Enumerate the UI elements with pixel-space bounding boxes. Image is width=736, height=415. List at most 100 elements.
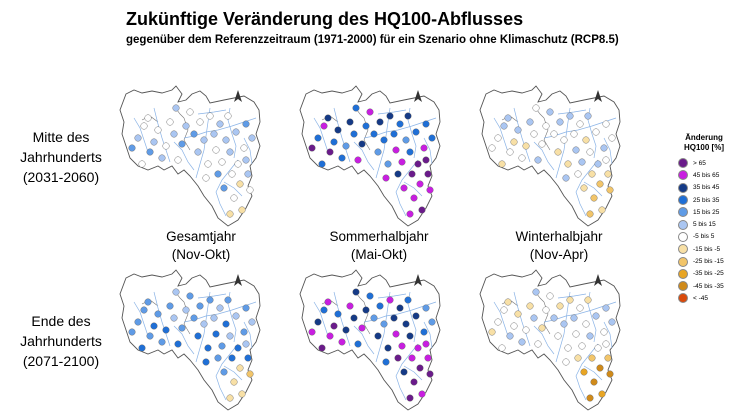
gauge-station-marker (366, 292, 374, 300)
gauge-station-marker (420, 144, 428, 152)
gauge-station-marker (602, 340, 610, 348)
gauge-station-marker (224, 296, 232, 304)
page-title: Zukünftige Veränderung des HQ100-Abfluss… (126, 9, 524, 29)
gauge-station-marker (538, 324, 546, 332)
gauge-station-marker (586, 148, 594, 156)
gauge-station-marker (182, 306, 190, 314)
gauge-station-marker (428, 134, 436, 142)
legend-item: 25 bis 35 (672, 194, 736, 206)
legend-item: 15 bis 25 (672, 206, 736, 218)
legend-label: 5 bis 15 (693, 221, 716, 229)
gauge-station-marker (338, 154, 346, 162)
gauge-station-marker (154, 126, 162, 134)
gauge-station-marker (358, 140, 366, 148)
river-line (493, 301, 509, 337)
gauge-station-marker (202, 174, 210, 182)
gauge-station-marker (232, 128, 240, 136)
legend-label: -45 bis -35 (693, 282, 724, 290)
gauge-station-marker (588, 354, 596, 362)
gauge-station-marker (602, 156, 610, 164)
map-mid-century-winter (479, 85, 621, 227)
legend-item: -25 bis -15 (672, 255, 736, 267)
river-line (377, 109, 407, 115)
legend-item: 35 bis 45 (672, 182, 736, 194)
gauge-station-marker (550, 130, 558, 138)
legend-label: < -45 (693, 294, 708, 302)
gauge-station-marker (570, 314, 578, 322)
gauge-station-marker (556, 118, 564, 126)
gauge-station-marker (390, 130, 398, 138)
gauge-station-marker (566, 112, 574, 120)
legend-swatch (678, 244, 688, 255)
north-arrow-icon (234, 274, 242, 286)
legend-item: -15 bis -5 (672, 243, 736, 255)
gauge-station-marker (150, 322, 158, 330)
gauge-station-marker (326, 332, 334, 340)
gauge-station-marker (238, 206, 246, 214)
gauge-station-marker (600, 144, 608, 152)
gauge-station-marker (352, 288, 360, 296)
gauge-station-marker (244, 170, 252, 178)
map-end-century-summer (299, 269, 441, 411)
gauge-station-marker (500, 306, 508, 314)
river-line (353, 141, 375, 171)
gauge-station-marker (592, 312, 600, 320)
gauge-station-marker (226, 332, 234, 340)
gauge-station-marker (580, 184, 588, 192)
gauge-station-marker (352, 104, 360, 112)
gauge-station-marker (404, 112, 412, 120)
gauge-station-marker (574, 354, 582, 362)
gauge-station-marker (210, 130, 218, 138)
gauge-station-marker (214, 354, 222, 362)
legend-label: -15 bis -5 (693, 245, 721, 253)
gauge-station-marker (504, 298, 512, 306)
gauge-station-marker (374, 148, 382, 156)
gauge-station-marker (598, 206, 606, 214)
gauge-station-marker (608, 318, 616, 326)
gauge-station-marker (240, 144, 248, 152)
legend-items: > 65 45 bis 65 35 bis 45 25 bis 35 15 bis 25… (672, 157, 736, 305)
gauge-station-marker (408, 354, 416, 362)
gauge-station-marker (326, 148, 334, 156)
legend-swatch (678, 195, 688, 206)
gauge-station-marker (418, 206, 426, 214)
gauge-station-marker (382, 358, 390, 366)
legend-swatch (678, 219, 688, 230)
gauge-station-marker (196, 118, 204, 126)
gauge-station-marker (334, 310, 342, 318)
gauge-station-marker (182, 122, 190, 130)
river-line (133, 301, 149, 337)
gauge-station-marker (370, 314, 378, 322)
gauge-station-marker (560, 136, 568, 144)
river-line (243, 137, 253, 165)
gauge-station-marker (416, 364, 424, 372)
gauge-station-marker (576, 120, 584, 128)
gauge-station-marker (200, 320, 208, 328)
gauge-station-marker (196, 302, 204, 310)
gauge-station-marker (190, 314, 198, 322)
gauge-station-marker (500, 122, 508, 130)
gauge-station-marker (350, 130, 358, 138)
state-outline (479, 85, 621, 227)
column-label-winter: Winterhalbjahr (Nov-Apr) (515, 229, 603, 262)
gauge-station-marker (518, 338, 526, 346)
gauge-station-marker (324, 114, 332, 122)
gauge-station-marker (246, 186, 254, 194)
gauge-station-marker (170, 130, 178, 138)
gauge-station-marker (532, 288, 540, 296)
gauge-station-marker (314, 318, 322, 326)
gauge-station-marker (560, 320, 568, 328)
river-line (313, 301, 329, 337)
river-line (575, 343, 599, 401)
gauge-station-marker (590, 378, 598, 386)
river-line (197, 293, 227, 299)
gauge-station-marker (498, 344, 506, 352)
gauge-station-marker (518, 154, 526, 162)
gauge-station-marker (530, 130, 538, 138)
gauge-station-marker (412, 128, 420, 136)
gauge-station-marker (550, 314, 558, 322)
gauge-station-marker (376, 118, 384, 126)
gauge-station-marker (420, 328, 428, 336)
gauge-station-marker (398, 342, 406, 350)
river-line (223, 181, 243, 197)
